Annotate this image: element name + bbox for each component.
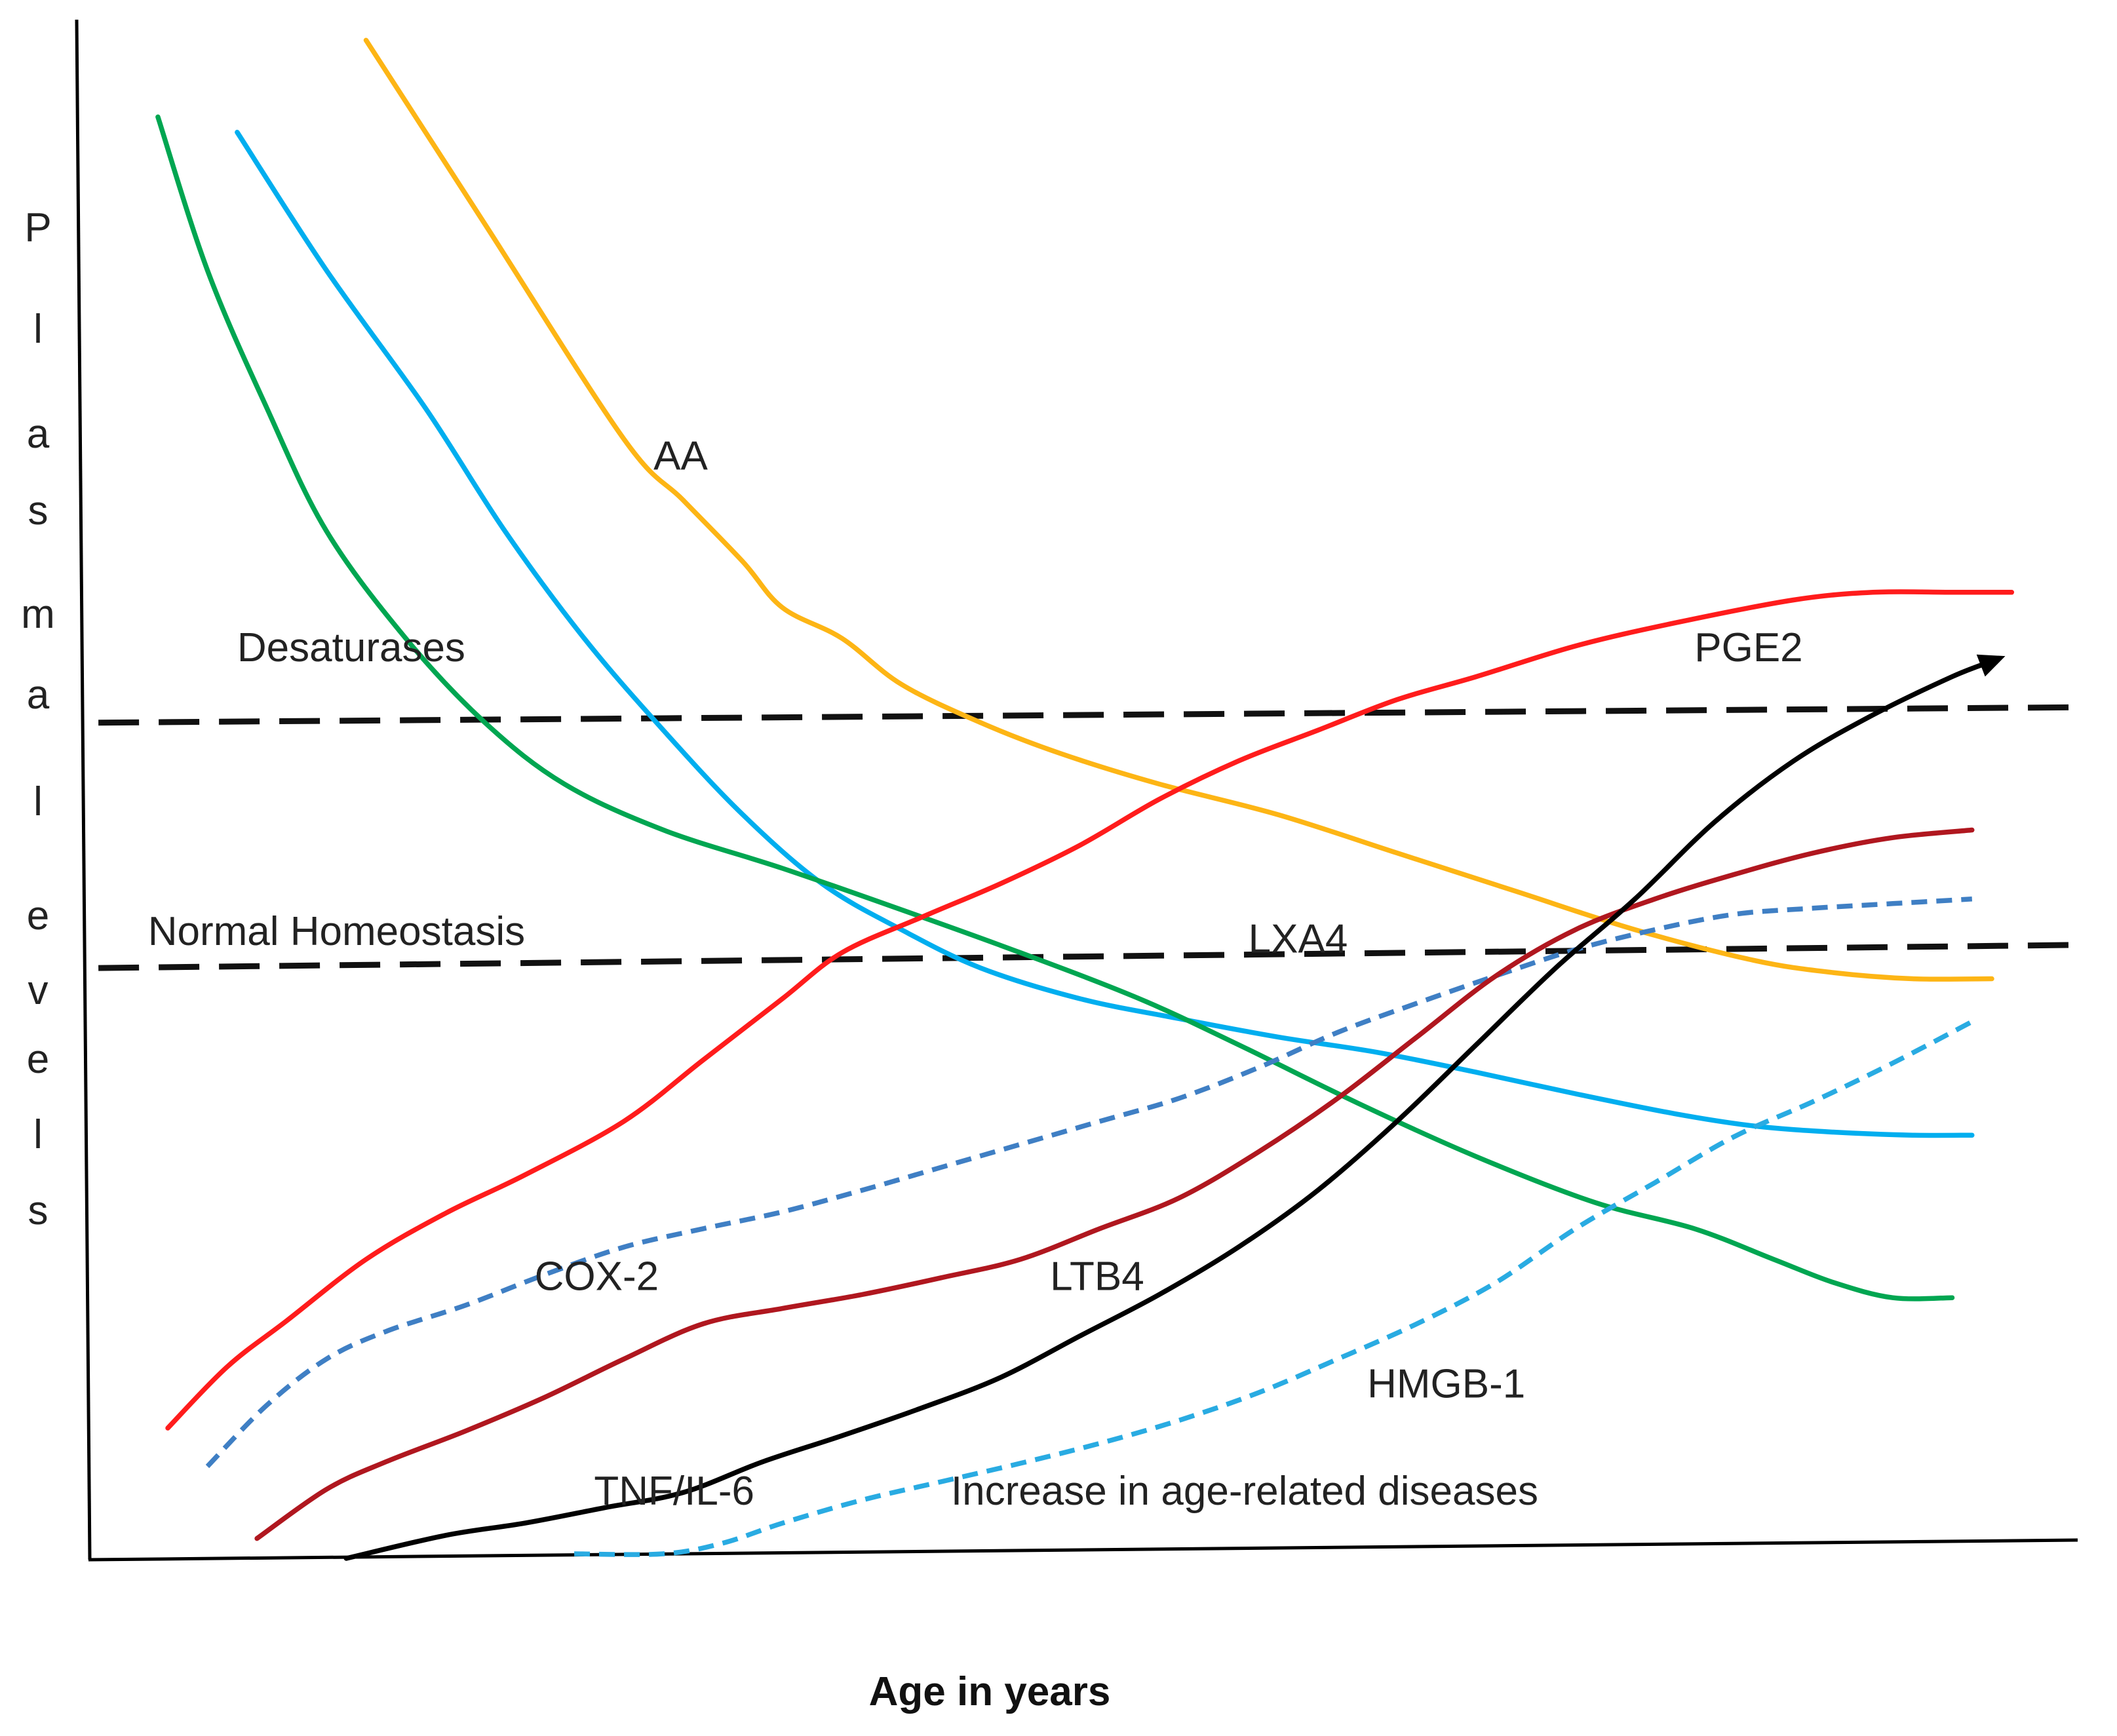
- series-lines: [155, 37, 2015, 1561]
- y-axis-label-letter: e: [27, 893, 49, 938]
- y-axis-label-letter: s: [28, 488, 49, 533]
- y-axis-label-letter: s: [28, 1188, 49, 1233]
- y-axis-label-letter: P: [24, 205, 51, 250]
- y-axis-label-letter: l: [33, 307, 43, 352]
- y-axis-label-letter: a: [27, 412, 50, 457]
- curve-label-cox-2: COX-2: [535, 1254, 659, 1300]
- axes: [75, 19, 2078, 1562]
- curve-label-desaturases: Desaturases: [237, 625, 465, 670]
- curve-label-lxa4: LXA4: [1249, 917, 1348, 962]
- series-line-hmgb-1: [574, 1019, 1973, 1557]
- reference-line-normal-homeostasis-lower-bound: [98, 942, 2072, 971]
- series-line-aa: [363, 37, 1994, 982]
- series-line-lxa4: [155, 114, 1955, 1302]
- y-axis-label-letter: a: [27, 672, 50, 718]
- curve-label-pge2: PGE2: [1694, 625, 1802, 670]
- reference-lines: [98, 704, 2072, 971]
- series-line-ltb4: [254, 827, 1975, 1541]
- annotation-increase-in-age-related-diseases: Increase in age-related diseases: [951, 1469, 1538, 1514]
- arrowhead-tnf-il-6: [1976, 654, 2006, 677]
- curve-label-ltb4: LTB4: [1050, 1254, 1144, 1300]
- series-line-tnf-il-6: [343, 659, 1994, 1561]
- y-axis-label-letter: m: [21, 592, 55, 637]
- x-axis-label: Age in years: [869, 1669, 1111, 1714]
- curve-label-tnf-il-6: TNF/IL-6: [594, 1469, 754, 1514]
- y-axis-label-letter: l: [33, 779, 43, 824]
- y-axis-label-letter: e: [27, 1037, 49, 1082]
- y-axis-label-letter: v: [28, 968, 49, 1013]
- series-line-cox-2: [205, 897, 1973, 1469]
- annotations: Normal Homeostasis Increase in age-relate…: [148, 909, 1538, 1514]
- series-line-pge2: [165, 589, 2015, 1431]
- reference-line-normal-homeostasis-upper-bound: [98, 704, 2072, 726]
- curve-label-aa: AA: [653, 434, 708, 479]
- curve-labels: AA Desaturases LXA4 PGE2 COX-2 LTB4 HMGB-1 TNF/…: [237, 434, 1803, 1514]
- series-line-desaturases: [235, 130, 1975, 1138]
- y-axis-label-letter: l: [33, 1112, 43, 1157]
- curve-label-hmgb-1: HMGB-1: [1367, 1361, 1525, 1406]
- x-axis-line: [88, 1538, 2078, 1562]
- annotation-normal-homeostasis: Normal Homeostasis: [148, 909, 525, 954]
- y-axis-line: [75, 19, 92, 1560]
